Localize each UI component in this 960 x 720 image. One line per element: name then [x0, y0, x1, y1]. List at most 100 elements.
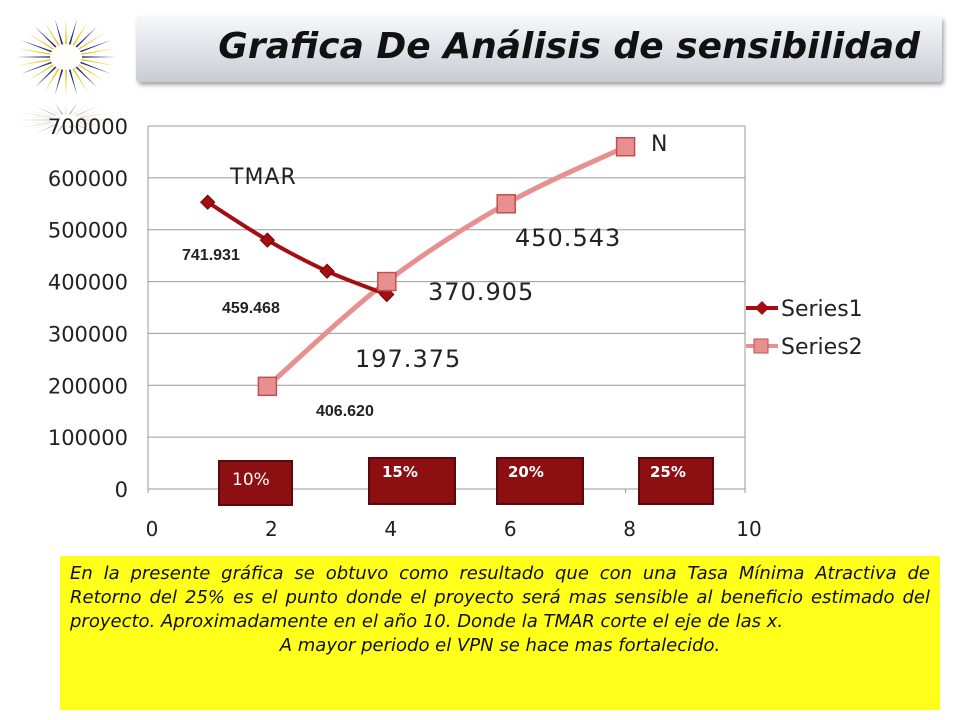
- legend-marker: [755, 301, 769, 315]
- sunburst-ray: [76, 109, 106, 118]
- sunburst-ray: [78, 61, 112, 74]
- series1-point: [319, 263, 335, 279]
- rate-box-25: 25%: [638, 457, 714, 505]
- y-tick-label: 0: [115, 478, 128, 502]
- sunburst-ray: [20, 40, 54, 53]
- conclusion-paragraph: En la presente gráfica se obtuvo como re…: [70, 563, 930, 632]
- sunburst-ray: [54, 124, 64, 138]
- y-tick-label: 200000: [48, 374, 128, 398]
- sunburst-ray: [44, 124, 61, 136]
- y-tick-label: 600000: [48, 167, 128, 191]
- x-tick-label: 6: [504, 517, 517, 541]
- sunburst-ray: [54, 102, 64, 116]
- sunburst-ray: [78, 121, 112, 128]
- sunburst-ray: [78, 112, 112, 119]
- sunburst-ray: [17, 120, 53, 124]
- annotation-v197: 197.375: [355, 345, 461, 373]
- legend-label: Series1: [781, 297, 863, 322]
- annotation-v741: 741.931: [182, 247, 240, 264]
- sunburst-ray: [79, 48, 115, 56]
- page-title: Grafica De Análisis de sensibilidad: [218, 26, 920, 67]
- sunburst-ray: [34, 123, 59, 134]
- sunburst-ray: [68, 102, 78, 116]
- rate-box-10: 10%: [218, 460, 293, 506]
- annotation-v370: 370.905: [428, 278, 534, 306]
- sunburst-ray: [71, 124, 88, 136]
- annotation-v406: 406.620: [316, 403, 374, 420]
- sunburst-ray: [76, 32, 106, 51]
- series1-point: [259, 232, 276, 248]
- sunburst-reflection: [16, 102, 116, 138]
- sunburst-center: [50, 114, 82, 126]
- sunburst-ray: [65, 102, 67, 116]
- sunburst-ray: [79, 56, 116, 58]
- sunburst-ray: [54, 18, 64, 47]
- series1-line: [206, 200, 388, 297]
- rate-box-20: 20%: [496, 457, 584, 505]
- sunburst-ray: [26, 63, 56, 82]
- sunburst-ray: [71, 66, 88, 93]
- sunburst-ray: [26, 122, 56, 131]
- sunburst-ray: [76, 63, 106, 82]
- series1-point: [199, 194, 216, 210]
- sunburst-ray: [68, 67, 78, 96]
- series2-point: [496, 194, 516, 214]
- sunburst-ray: [73, 26, 98, 49]
- sunburst-ray: [20, 121, 54, 128]
- sunburst-ray: [34, 106, 59, 117]
- sunburst-ray: [26, 109, 56, 118]
- annotation-tmar: TMAR: [229, 165, 297, 190]
- conclusion-note: En la presente gráfica se obtuvo como re…: [60, 556, 940, 710]
- sunburst-ray: [44, 104, 61, 116]
- sunburst-ray: [71, 21, 88, 48]
- sunburst-center: [50, 44, 82, 70]
- sunburst-ray: [44, 66, 61, 93]
- y-tick-label: 100000: [48, 426, 128, 450]
- sunburst-ray: [17, 116, 53, 120]
- series2-line: [265, 144, 627, 389]
- sunburst-ray: [73, 106, 98, 117]
- sunburst-ray: [68, 18, 78, 47]
- rate-box-15: 15%: [368, 457, 456, 505]
- sunburst-ray: [79, 58, 115, 66]
- sunburst-ray: [65, 124, 67, 138]
- sunburst-ray: [20, 112, 54, 119]
- x-tick-label: 8: [623, 517, 636, 541]
- legend-marker: [753, 338, 769, 354]
- sunburst-ray: [54, 67, 64, 96]
- sunburst-ray: [17, 48, 53, 56]
- sunburst-ray: [65, 18, 67, 47]
- logo: [16, 18, 116, 138]
- series2-point: [257, 376, 278, 397]
- x-tick-label: 0: [146, 517, 159, 541]
- sunburst-ray: [73, 123, 98, 134]
- sunburst-ray: [16, 119, 53, 121]
- x-tick-label: 2: [265, 517, 278, 541]
- sunburst-ray: [79, 120, 115, 124]
- sunburst-ray: [16, 56, 53, 58]
- x-tick-label: 4: [384, 517, 397, 541]
- sunburst-ray: [71, 104, 88, 116]
- sunburst-ray: [78, 40, 112, 53]
- conclusion-summary: A mayor periodo el VPN se hace mas forta…: [279, 635, 721, 656]
- annotation-v459: 459.468: [222, 300, 280, 317]
- annotation-n: N: [651, 132, 668, 157]
- sunburst-ray: [17, 58, 53, 66]
- sunburst-ray: [26, 32, 56, 51]
- annotation-v450: 450.543: [515, 224, 621, 252]
- sunburst-ray: [79, 116, 115, 120]
- y-tick-label: 700000: [48, 115, 128, 139]
- sunburst-ray: [44, 21, 61, 48]
- sunburst-ray: [34, 26, 59, 49]
- y-tick-label: 500000: [48, 219, 128, 243]
- sunburst-ray: [73, 65, 98, 88]
- title-bar: Grafica De Análisis de sensibilidad: [136, 16, 942, 82]
- sensitivity-chart: 700000 600000 500000 400000 300000 200000 1000…: [48, 115, 863, 541]
- legend-label: Series2: [781, 335, 863, 360]
- sunburst-ray: [76, 122, 106, 131]
- series2-point: [615, 136, 636, 157]
- y-tick-label: 400000: [48, 271, 128, 295]
- sunburst-ray: [68, 124, 78, 138]
- series2-point: [377, 271, 397, 292]
- y-tick-label: 300000: [48, 322, 128, 346]
